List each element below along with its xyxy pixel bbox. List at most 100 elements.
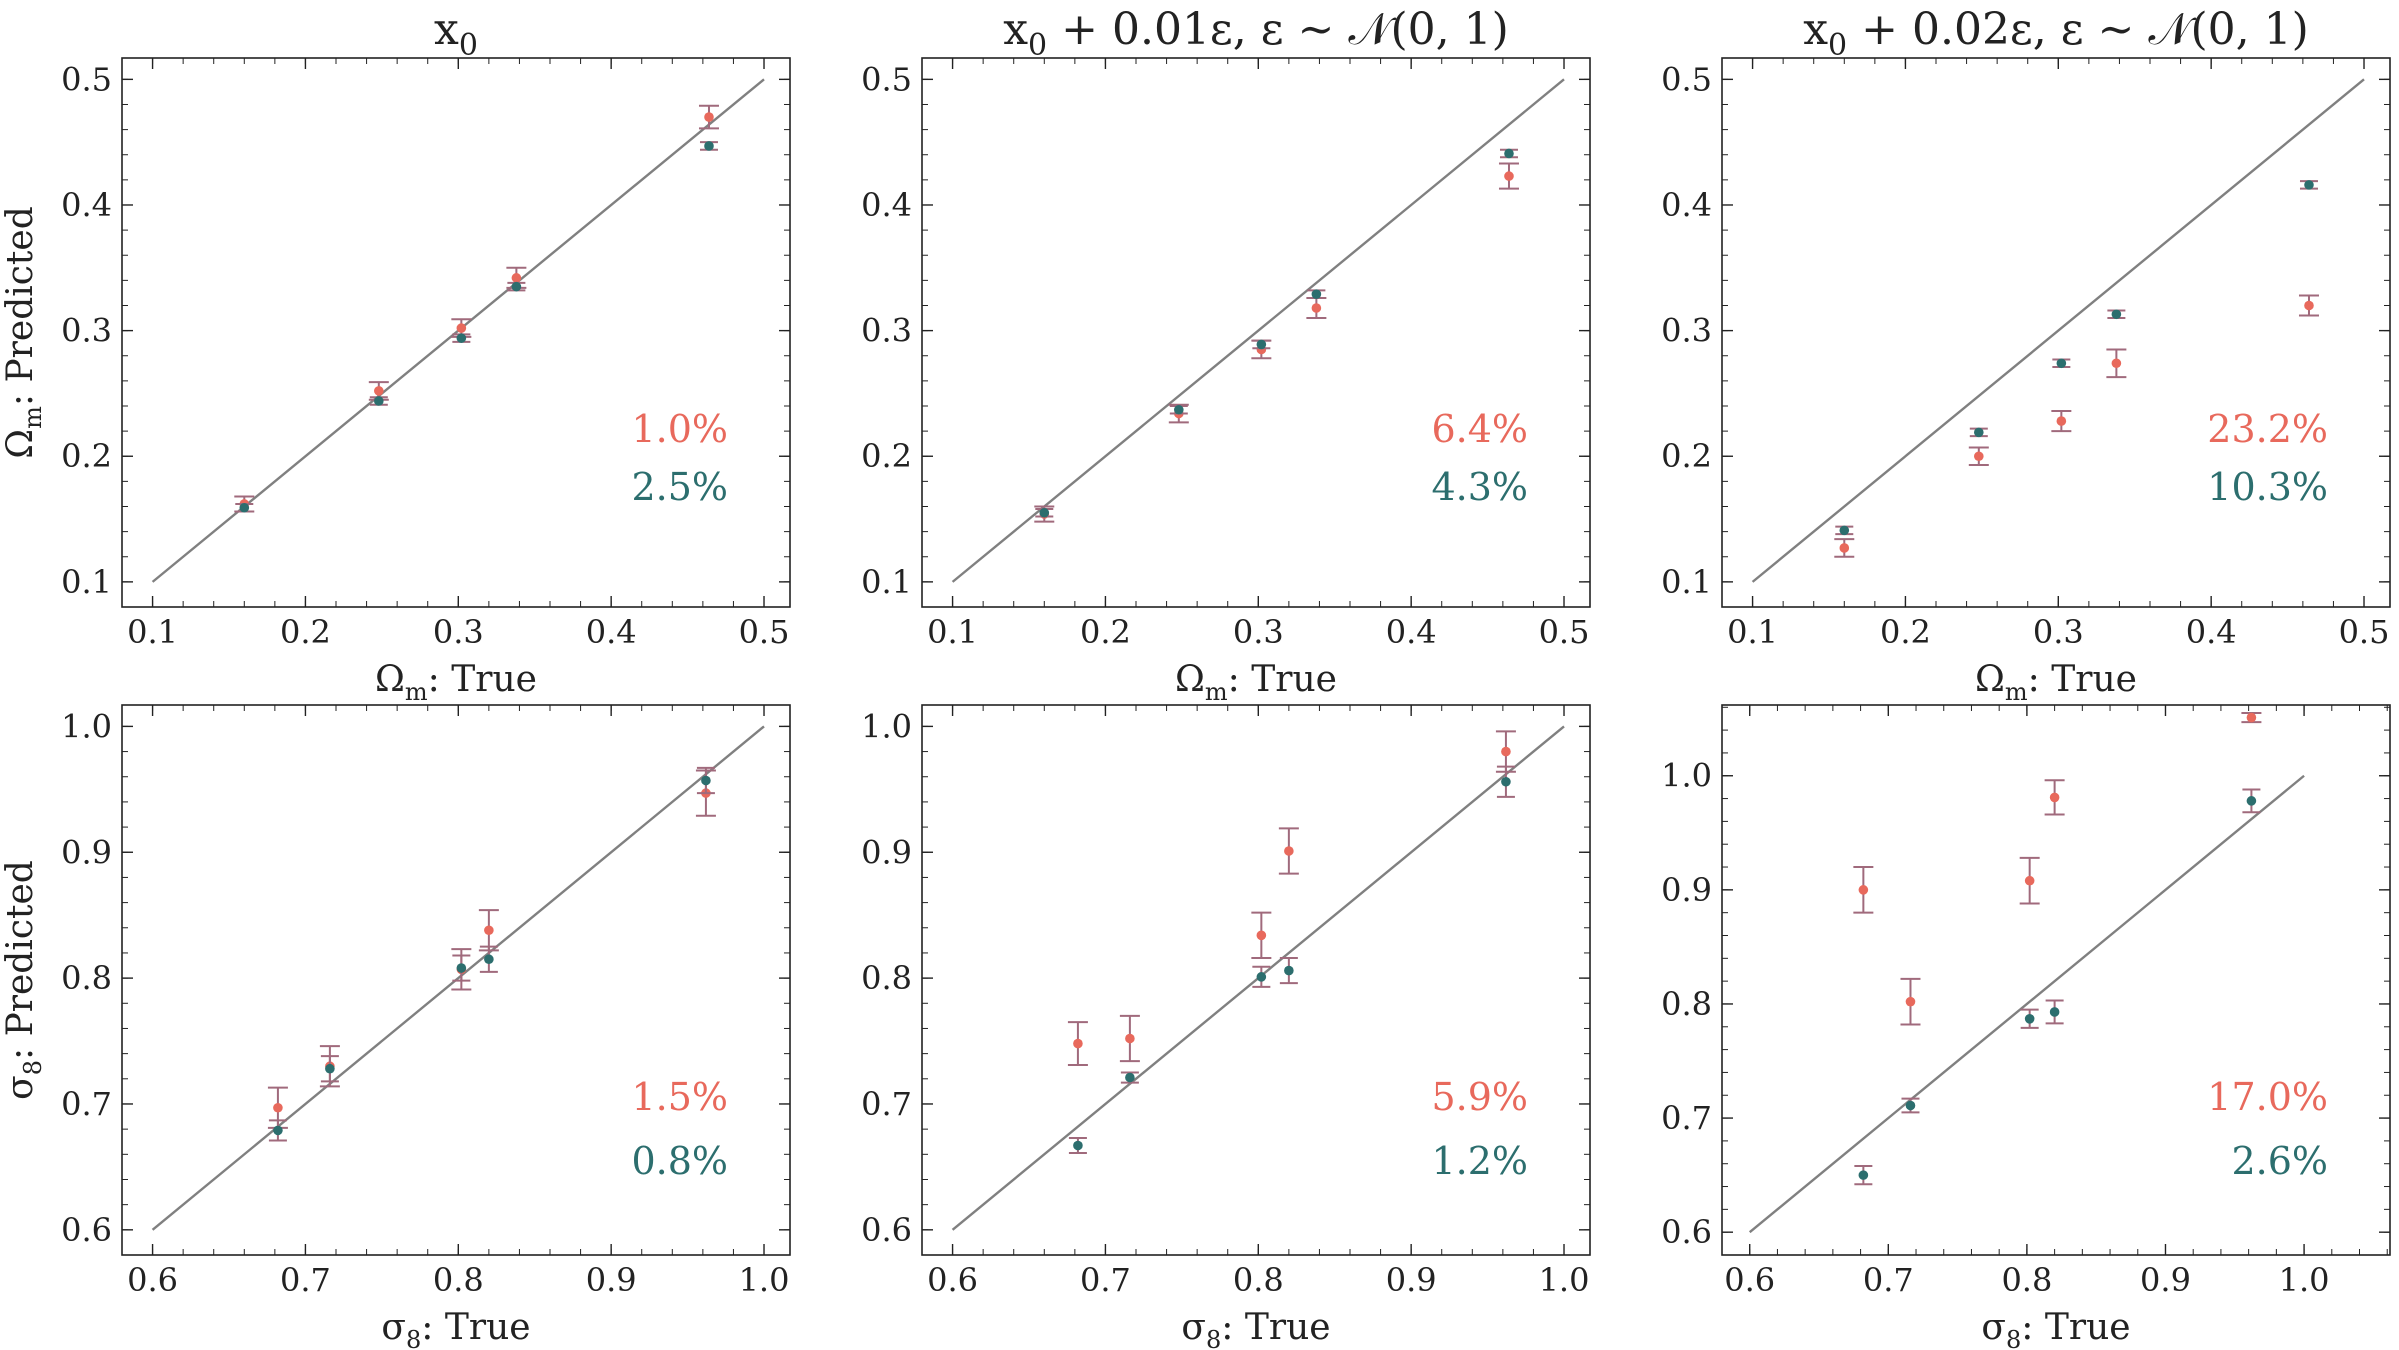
x-tick-label: 0.3 xyxy=(433,613,484,651)
error-annotation-teal: 2.6% xyxy=(2231,1139,2328,1183)
data-point xyxy=(374,396,384,406)
data-point xyxy=(1256,930,1267,941)
data-point xyxy=(1073,1140,1083,1151)
data-point xyxy=(1174,404,1184,415)
data-point xyxy=(1039,507,1050,518)
data-point xyxy=(1504,171,1514,181)
data-point xyxy=(1974,427,1984,438)
x-tick-label: 0.7 xyxy=(1080,1261,1131,1299)
data-point xyxy=(2024,875,2035,886)
y-tick-label: 0.5 xyxy=(61,60,112,98)
data-point xyxy=(1501,746,1511,757)
error-annotation-red: 23.2% xyxy=(2207,407,2328,451)
axes-frame xyxy=(121,57,791,608)
y-tick-label: 0.2 xyxy=(61,437,112,475)
x-tick-label: 0.5 xyxy=(2339,613,2390,651)
x-tick-label: 0.1 xyxy=(927,613,978,651)
subplot-title: x0​ + 0.01ε, ε ∼ 𝒩(0, 1) xyxy=(1003,4,1509,63)
series-teal xyxy=(268,766,715,1142)
data-point xyxy=(1256,972,1267,982)
y-tick-label: 0.3 xyxy=(1661,312,1712,350)
data-point xyxy=(1256,339,1267,350)
x-tick-label: 0.8 xyxy=(433,1261,484,1299)
data-point xyxy=(456,323,467,333)
x-tick-label: 0.4 xyxy=(2186,613,2237,651)
data-point xyxy=(2049,1007,2060,1017)
series-teal xyxy=(235,141,718,513)
x-tick-label: 0.9 xyxy=(2140,1261,2191,1299)
series-teal xyxy=(1835,180,2318,536)
y-tick-label: 1.0 xyxy=(61,707,112,745)
series-red xyxy=(1853,711,2262,1026)
data-point xyxy=(2049,792,2060,803)
x-tick-label: 0.1 xyxy=(127,613,178,651)
error-annotation-teal: 10.3% xyxy=(2207,465,2328,509)
series-red xyxy=(1834,294,2319,558)
data-point xyxy=(1839,525,1850,536)
y-tick-label: 0.1 xyxy=(1661,563,1712,601)
x-axis-label: σ8​: True xyxy=(381,1307,530,1350)
x-tick-label: 1.0 xyxy=(739,1261,790,1299)
data-point xyxy=(374,386,384,396)
x-tick-label: 0.8 xyxy=(2001,1261,2052,1299)
error-annotation-red: 6.4% xyxy=(1431,407,1528,451)
data-point xyxy=(1839,543,1850,553)
data-point xyxy=(1125,1072,1135,1083)
x-tick-label: 0.2 xyxy=(280,613,331,651)
data-point xyxy=(1311,289,1322,299)
data-point xyxy=(325,1063,335,1074)
x-axis-label: Ωm​: True xyxy=(375,659,537,706)
subplot-4: 0.6 0.7 0.8 0.9 1.0 0.6 0.7 0.8 0.9 1.0 1.5% 0.8% σ8… xyxy=(0,704,791,1350)
series-teal xyxy=(1854,788,2261,1186)
y-tick-label: 0.3 xyxy=(61,312,112,350)
error-annotation-red: 1.5% xyxy=(631,1075,728,1119)
data-point xyxy=(1905,1100,1916,1111)
x-tick-label: 0.4 xyxy=(1386,613,1437,651)
y-tick-label: 0.8 xyxy=(61,959,112,997)
x-tick-label: 0.6 xyxy=(127,1261,178,1299)
data-point xyxy=(2111,309,2122,320)
y-tick-label: 0.5 xyxy=(1661,60,1712,98)
data-point xyxy=(1284,965,1294,976)
data-point xyxy=(2246,712,2257,723)
x-axis-label: σ8​: True xyxy=(1181,1307,1330,1350)
y-tick-label: 0.8 xyxy=(861,959,912,997)
y-tick-label: 0.7 xyxy=(61,1085,112,1123)
axes-frame xyxy=(921,57,1591,608)
series-red xyxy=(1067,730,1516,1066)
identity-line xyxy=(1751,78,2365,583)
data-point xyxy=(1905,996,1916,1007)
x-tick-label: 0.3 xyxy=(1233,613,1284,651)
y-axis-label: σ8​: Predicted xyxy=(0,860,47,1100)
x-axis-label: Ωm​: True xyxy=(1175,659,1337,706)
x-tick-label: 0.1 xyxy=(1727,613,1778,651)
data-point xyxy=(704,112,714,122)
y-tick-label: 0.1 xyxy=(861,563,912,601)
x-tick-label: 0.2 xyxy=(1080,613,1131,651)
y-tick-label: 1.0 xyxy=(861,707,912,745)
y-tick-label: 0.6 xyxy=(1661,1213,1712,1251)
subplot-1: 0.1 0.2 0.3 0.4 0.5 0.1 0.2 0.3 0.4 0.5 1.0% 2.5% x0… xyxy=(0,4,791,706)
x-axis-label: Ωm​: True xyxy=(1975,659,2137,706)
subplot-title: x0​ + 0.02ε, ε ∼ 𝒩(0, 1) xyxy=(1803,4,2309,63)
data-point xyxy=(484,925,494,936)
x-tick-label: 0.7 xyxy=(280,1261,331,1299)
x-tick-label: 0.7 xyxy=(1863,1261,1914,1299)
error-annotation-teal: 4.3% xyxy=(1431,465,1528,509)
data-point xyxy=(2304,180,2314,190)
data-point xyxy=(2246,796,2257,806)
data-point xyxy=(1858,1170,1869,1180)
data-point xyxy=(273,1125,283,1136)
y-axis-label: Ωm​: Predicted xyxy=(0,206,47,458)
y-tick-label: 0.5 xyxy=(861,60,912,98)
data-point xyxy=(704,141,714,151)
x-tick-label: 0.4 xyxy=(586,613,637,651)
data-point xyxy=(2024,1013,2035,1024)
data-point xyxy=(484,954,494,965)
data-point xyxy=(239,502,250,513)
y-tick-label: 0.7 xyxy=(861,1085,912,1123)
error-annotation-teal: 1.2% xyxy=(1431,1139,1528,1183)
data-point xyxy=(1311,303,1322,313)
y-tick-label: 0.6 xyxy=(861,1211,912,1249)
axes-frame xyxy=(1721,704,2391,1256)
